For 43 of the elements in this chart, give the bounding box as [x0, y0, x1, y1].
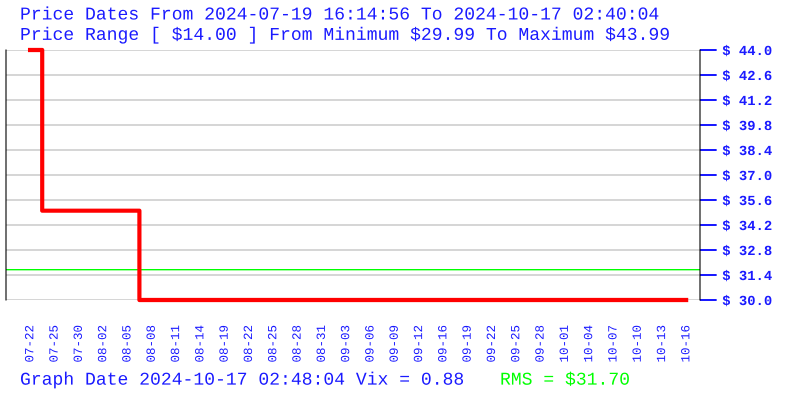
x-tick-label: 09-25 — [510, 326, 520, 362]
x-tick-label: 08-14 — [195, 326, 204, 362]
chart-subtitle: Price Range [ $14.00 ] From Minimum $29.99 To Maximum $43.99 — [21, 26, 669, 44]
x-tick-label: 10-10 — [632, 326, 641, 362]
x-tick-label: 10-04 — [584, 326, 592, 362]
x-tick-label: 08-02 — [98, 326, 106, 362]
x-tick-label: 10-07 — [608, 326, 617, 362]
x-tick-label: 09-06 — [365, 326, 374, 362]
x-tick-label: 10-13 — [656, 326, 666, 362]
x-tick-label: 09-19 — [462, 326, 471, 362]
text: Graph Date 2024-10-17 02:48:04 Vix = 0.88 — [20, 372, 464, 388]
x-tick-label: 09-28 — [535, 326, 544, 362]
y-tick-label: $ 32.8 — [722, 244, 772, 256]
x-tick-label: 08-08 — [146, 326, 155, 362]
x-tick-label: 10-01 — [560, 326, 568, 362]
x-tick-label: 08-19 — [219, 326, 228, 362]
chart-title: Price Dates From 2024-07-19 16:14:56 To 2024-10-17 02:40:04 — [21, 6, 658, 20]
y-tick-label: $ 38.4 — [722, 144, 772, 156]
y-tick-label: $ 31.4 — [722, 270, 772, 282]
x-tick-label: 08-22 — [244, 326, 252, 362]
y-tick-label: $ 30.0 — [722, 294, 772, 306]
x-tick-label: 09-09 — [389, 326, 398, 362]
y-tick-label: $ 35.6 — [722, 194, 772, 206]
y-tick-label: $ 37.0 — [722, 170, 772, 182]
x-tick-label: 08-25 — [268, 326, 276, 362]
y-tick-label: $ 41.2 — [722, 94, 772, 106]
y-tick-label: $ 34.2 — [722, 220, 772, 232]
ref-line-label: RMS = $31.70 — [501, 372, 629, 386]
x-tick-label: 07-22 — [24, 326, 34, 362]
y-tick-label: $ 42.6 — [722, 70, 772, 82]
x-tick-label: 08-05 — [122, 326, 131, 362]
x-tick-label: 09-22 — [486, 326, 496, 362]
x-tick-label: 08-28 — [292, 326, 301, 362]
x-tick-label: 10-16 — [681, 326, 690, 362]
x-tick-label: 09-16 — [438, 326, 447, 362]
x-tick-label: 08-11 — [170, 326, 180, 362]
x-tick-label: 09-12 — [414, 326, 422, 362]
x-tick-label: 07-30 — [74, 326, 82, 362]
x-tick-label: 09-03 — [340, 326, 350, 362]
y-tick-label: $ 44.0 — [722, 44, 772, 56]
y-tick-label: $ 39.8 — [722, 120, 772, 132]
x-tick-label: 08-31 — [316, 326, 326, 362]
x-tick-label: 07-25 — [49, 326, 58, 362]
